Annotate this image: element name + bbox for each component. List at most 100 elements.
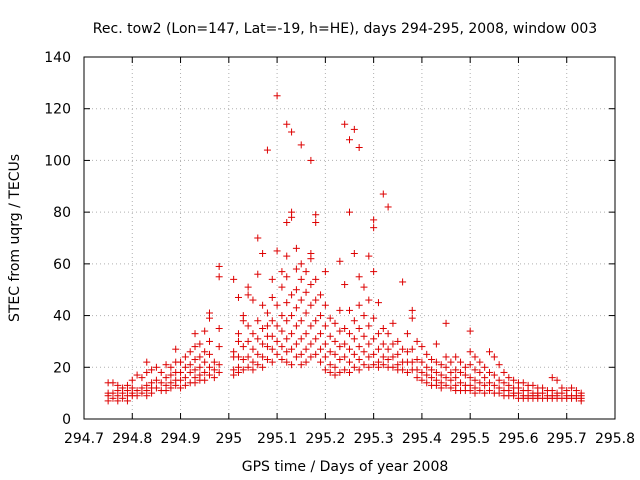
data-point xyxy=(432,340,440,348)
data-point xyxy=(196,363,204,371)
data-point xyxy=(442,319,450,327)
data-points xyxy=(104,92,585,405)
x-tick-label: 295.4 xyxy=(402,431,442,447)
data-point xyxy=(268,332,276,340)
data-point xyxy=(341,325,349,332)
data-point xyxy=(283,317,291,325)
data-point xyxy=(350,363,358,371)
data-point xyxy=(186,348,194,356)
data-point xyxy=(490,371,498,379)
data-point xyxy=(307,156,315,164)
data-point xyxy=(423,371,431,379)
data-point xyxy=(273,322,281,330)
data-point xyxy=(249,296,257,304)
data-point xyxy=(432,381,440,389)
data-point xyxy=(234,330,242,338)
data-point xyxy=(109,394,117,402)
data-point xyxy=(259,250,267,258)
data-point xyxy=(476,379,484,387)
data-point xyxy=(283,218,291,226)
data-point xyxy=(196,353,204,361)
data-point xyxy=(292,244,300,252)
data-point xyxy=(471,389,479,397)
data-point xyxy=(297,141,305,149)
data-point xyxy=(321,353,329,361)
data-point xyxy=(418,368,426,376)
data-point xyxy=(403,330,411,338)
data-point xyxy=(234,353,242,361)
data-point xyxy=(418,376,426,384)
data-point xyxy=(317,291,325,299)
y-tick-label: 80 xyxy=(53,205,71,221)
data-point xyxy=(249,345,257,353)
data-point xyxy=(191,356,199,364)
data-point xyxy=(466,348,474,356)
data-point xyxy=(365,363,373,371)
data-point xyxy=(157,379,165,387)
data-point xyxy=(167,371,175,379)
y-tick-label: 140 xyxy=(44,50,71,66)
data-point xyxy=(191,343,199,351)
data-point xyxy=(263,343,271,351)
data-point xyxy=(336,368,344,376)
data-point xyxy=(471,376,479,384)
data-point xyxy=(365,322,373,330)
data-point xyxy=(360,361,368,369)
data-point xyxy=(186,368,194,376)
data-point xyxy=(321,301,329,309)
data-point xyxy=(297,275,305,283)
data-point xyxy=(370,361,378,369)
data-point xyxy=(244,363,252,371)
data-point xyxy=(297,335,305,343)
data-point xyxy=(350,250,358,258)
data-point xyxy=(370,335,378,343)
data-point xyxy=(152,384,160,392)
data-point xyxy=(389,363,397,371)
data-point xyxy=(466,387,474,395)
data-point xyxy=(553,376,561,384)
data-point xyxy=(177,358,185,366)
data-point xyxy=(485,387,493,395)
data-point xyxy=(350,335,358,343)
x-tick-label: 294.9 xyxy=(160,431,200,447)
data-point xyxy=(568,384,576,392)
data-point xyxy=(336,343,344,351)
data-point xyxy=(201,327,209,335)
data-point xyxy=(428,356,436,364)
data-point xyxy=(413,356,421,364)
data-point xyxy=(505,374,513,382)
data-point xyxy=(210,374,218,382)
data-point xyxy=(447,384,455,392)
data-point xyxy=(302,288,310,296)
data-point xyxy=(302,268,310,276)
data-point xyxy=(548,374,556,382)
data-point xyxy=(133,392,141,400)
data-point xyxy=(365,353,373,361)
data-point xyxy=(355,356,363,364)
data-point xyxy=(379,190,387,198)
data-point xyxy=(317,345,325,353)
data-point xyxy=(234,368,242,376)
data-point xyxy=(370,314,378,322)
data-point xyxy=(239,356,247,364)
data-point xyxy=(399,345,407,353)
data-point xyxy=(162,387,170,395)
data-point xyxy=(432,368,440,376)
y-tick-label: 20 xyxy=(53,360,71,376)
data-point xyxy=(461,371,469,379)
data-point xyxy=(389,319,397,327)
axis-ticks xyxy=(83,56,616,420)
data-point xyxy=(312,211,320,219)
data-point xyxy=(278,343,286,351)
data-point xyxy=(177,368,185,376)
data-point xyxy=(263,309,271,317)
data-point xyxy=(466,327,474,335)
data-point xyxy=(254,317,262,325)
y-tick-label: 0 xyxy=(62,412,71,428)
data-point xyxy=(476,358,484,366)
data-point xyxy=(244,337,252,345)
data-point xyxy=(201,348,209,356)
x-axis-title: GPS time / Days of year 2008 xyxy=(242,459,449,475)
x-tick-label: 295 xyxy=(215,431,242,447)
data-point xyxy=(317,358,325,366)
